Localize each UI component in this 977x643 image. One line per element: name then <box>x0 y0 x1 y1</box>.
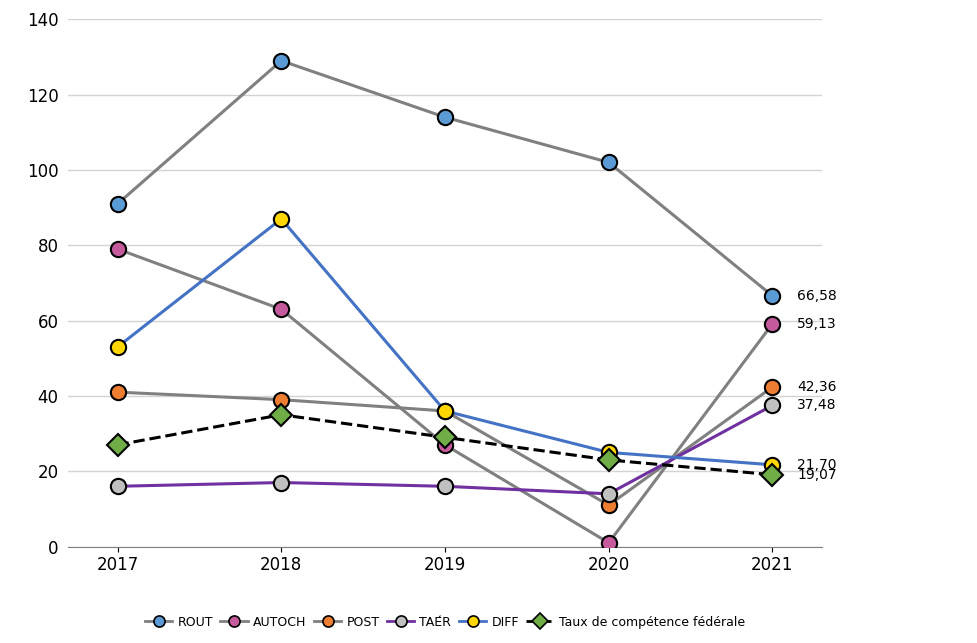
Text: 21,70: 21,70 <box>796 458 836 472</box>
Text: 42,36: 42,36 <box>796 380 836 394</box>
Text: 66,58: 66,58 <box>796 289 836 303</box>
Text: 19,07: 19,07 <box>796 467 836 482</box>
Legend: ROUT, AUTOCH, POST, TAÉR, DIFF, Taux de compétence fédérale: ROUT, AUTOCH, POST, TAÉR, DIFF, Taux de… <box>140 611 749 634</box>
Text: 37,48: 37,48 <box>796 399 836 412</box>
Text: 59,13: 59,13 <box>796 317 836 331</box>
